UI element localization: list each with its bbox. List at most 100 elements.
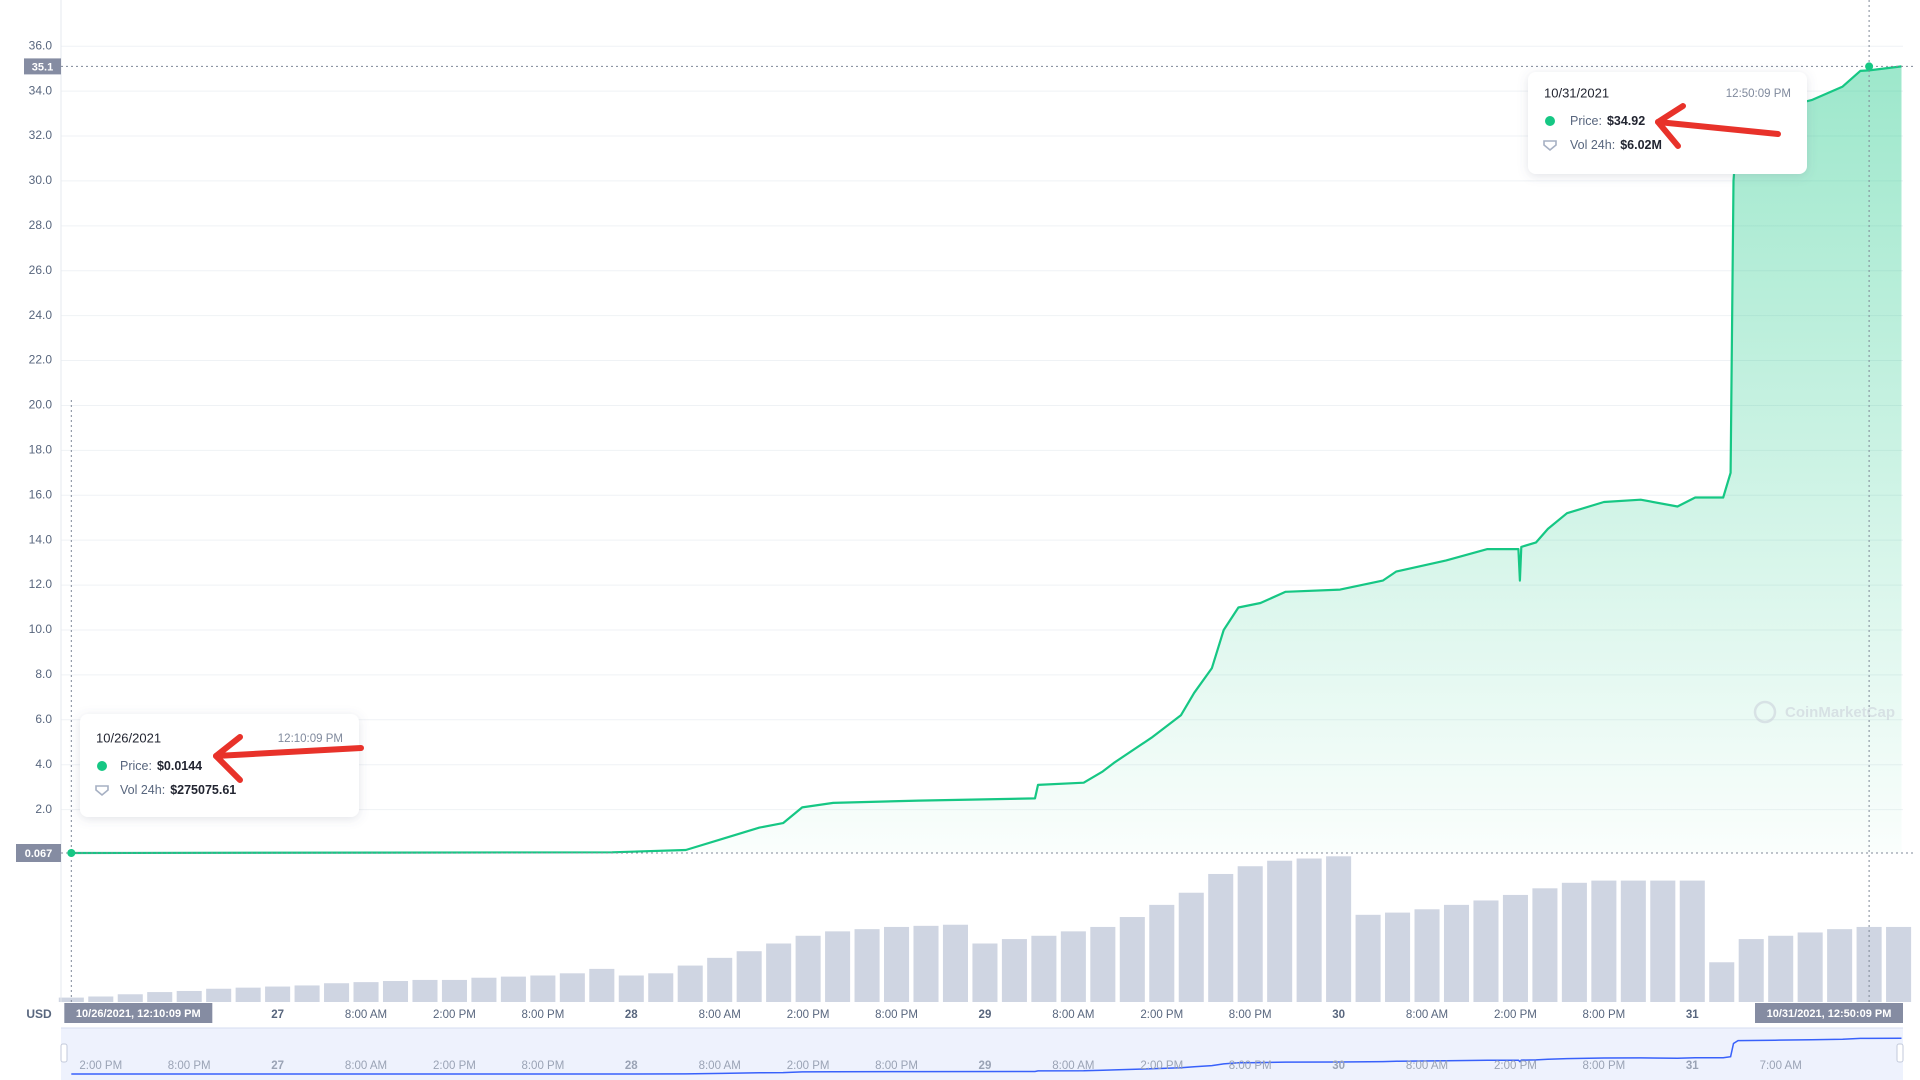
y-tick-label: 2.0 [35, 802, 52, 816]
volume-bar [1502, 894, 1528, 1002]
volume-bar [1827, 929, 1853, 1002]
navigator-tick-label: 8:00 PM [1229, 1060, 1272, 1072]
navigator-handle [60, 1043, 68, 1063]
tooltip-price-row: Price: $0.0144 [120, 759, 202, 773]
navigator-tick-label: 8:00 PM [1582, 1060, 1625, 1072]
volume-bar [677, 965, 703, 1002]
x-tick-label: 31 [1686, 1009, 1699, 1021]
volume-bar [530, 975, 556, 1002]
volume-bar [1473, 900, 1499, 1002]
tooltip-volume: $275075.61 [170, 783, 236, 797]
price-line [71, 65, 1902, 855]
crosshair-date-label: 10/31/2021, 12:50:09 PM [1767, 1008, 1892, 1020]
price-area [71, 66, 1902, 853]
volume-bar [1738, 939, 1764, 1002]
tooltip-time: 12:50:09 PM [1726, 88, 1791, 100]
volume-bar [1561, 882, 1587, 1002]
tooltip-time: 12:10:09 PM [278, 733, 343, 745]
crosshair-date-label: 10/26/2021, 12:10:09 PM [76, 1008, 201, 1020]
crosshair-label-box [1755, 1003, 1903, 1023]
x-tick-label: 2:00 PM [1494, 1009, 1537, 1021]
volume-bar [1178, 892, 1204, 1002]
navigator-tick-label: 30 [1332, 1060, 1345, 1072]
tooltip-volume-label: Vol 24h: [120, 783, 165, 797]
x-tick-label: 8:00 AM [1052, 1009, 1094, 1021]
volume-bar [500, 976, 526, 1002]
navigator-tick-label: 29 [979, 1060, 992, 1072]
navigator-tick-label: 8:00 PM [875, 1060, 918, 1072]
volume-bar [1679, 880, 1705, 1002]
annotation-arrow [1655, 103, 1781, 149]
volume-bar [766, 943, 792, 1002]
volume-bar [176, 990, 202, 1002]
tooltip-price-label: Price: [1570, 114, 1602, 128]
volume-bar [117, 994, 143, 1002]
volume-bar [913, 925, 939, 1002]
navigator-tick-label: 2:00 PM [787, 1060, 830, 1072]
navigator-tick-label: 7:00 AM [1760, 1060, 1802, 1072]
volume-bar [1296, 858, 1322, 1002]
crosshair-price-label: 0.067 [25, 848, 53, 860]
volume-bar [235, 987, 261, 1002]
volume-bar [412, 979, 438, 1002]
volume-bar [1709, 962, 1735, 1002]
y-tick-label: 8.0 [35, 667, 52, 681]
tooltip-volume: $6.02M [1620, 138, 1662, 152]
x-tick-label: 29 [979, 1009, 992, 1021]
y-tick-label: 24.0 [29, 308, 53, 322]
volume-bar [648, 973, 674, 1002]
navigator-tick-label: 8:00 PM [521, 1060, 564, 1072]
x-tick-label: 30 [1332, 1009, 1345, 1021]
navigator-tick-label: 8:00 AM [699, 1060, 741, 1072]
tooltip-price: $34.92 [1607, 114, 1645, 128]
tooltip-date: 10/31/2021 [1544, 85, 1609, 100]
volume-bar [1620, 880, 1646, 1002]
volume-bar [1208, 873, 1234, 1002]
crosshair-price-label: 35.1 [32, 61, 53, 73]
y-tick-label: 18.0 [29, 443, 53, 457]
point-marker [67, 849, 76, 857]
tooltip-volume-row: Vol 24h: $6.02M [1570, 138, 1662, 152]
volume-bar [294, 985, 320, 1002]
volume-bar [1326, 856, 1352, 1002]
volume-bar [707, 957, 733, 1002]
volume-bar [471, 977, 497, 1002]
x-tick-label: 8:00 AM [1406, 1009, 1448, 1021]
tooltip-volume-label: Vol 24h: [1570, 138, 1615, 152]
volume-bar [618, 975, 644, 1002]
navigator-tick-label: 8:00 AM [345, 1060, 387, 1072]
volume-bar [1532, 888, 1558, 1002]
y-tick-label: 14.0 [29, 532, 53, 546]
currency-label: USD [26, 1007, 52, 1021]
navigator-handle [1896, 1043, 1904, 1063]
volume-icon [1543, 140, 1557, 152]
y-tick-label: 10.0 [29, 622, 53, 636]
crosshair-label-box [64, 1003, 213, 1023]
navigator-tick-label: 31 [1686, 1060, 1699, 1072]
volume-bar [1001, 939, 1027, 1002]
x-tick-label: 8:00 AM [345, 1009, 387, 1021]
volume-bar [795, 935, 821, 1002]
navigator-tick-label: 2:00 PM [1140, 1060, 1183, 1072]
x-tick-label: 27 [271, 1009, 284, 1021]
volume-bar [1149, 904, 1175, 1002]
volume-bar [1591, 880, 1617, 1002]
tooltip-price-label: Price: [120, 759, 152, 773]
volume-bar [353, 982, 379, 1002]
volume-bar [441, 979, 467, 1002]
volume-bar [559, 973, 585, 1002]
y-tick-label: 30.0 [29, 173, 53, 187]
x-tick-label: 2:00 PM [433, 1009, 476, 1021]
crosshair-label-box [16, 844, 61, 862]
tooltip-price-row: Price: $34.92 [1570, 114, 1645, 128]
watermark-text: CoinMarketCap [1785, 704, 1895, 721]
x-tick-label: 8:00 PM [1229, 1009, 1272, 1021]
volume-bar [147, 992, 173, 1002]
y-tick-label: 34.0 [29, 83, 53, 97]
y-tick-label: 20.0 [29, 398, 53, 412]
tooltip-box [80, 714, 359, 817]
volume-icon [95, 785, 109, 797]
y-tick-label: 22.0 [29, 353, 53, 367]
navigator-tick-label: 2:00 PM [79, 1060, 122, 1072]
